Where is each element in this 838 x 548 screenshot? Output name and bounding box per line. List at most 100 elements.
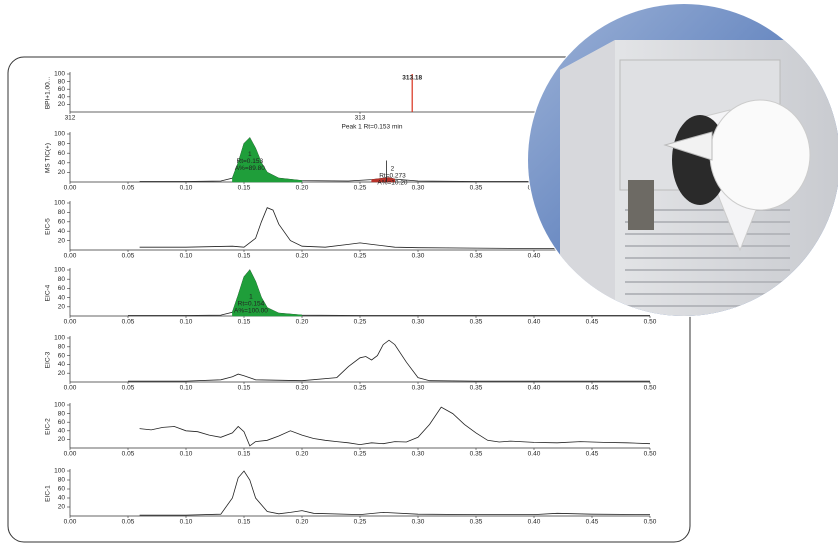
- x-tick-label: 0.50: [644, 519, 657, 526]
- x-tick-label: 0.00: [64, 185, 77, 192]
- y-axis-label: EIC-5: [45, 218, 52, 235]
- y-tick-label: 60: [58, 219, 66, 226]
- x-tick-label: 0.35: [470, 185, 483, 192]
- x-tick-label: 0.10: [180, 385, 193, 392]
- x-tick-label: 0.30: [412, 253, 425, 260]
- y-tick-label: 80: [58, 410, 66, 417]
- x-tick-label: 0.05: [122, 185, 135, 192]
- y-axis-label: EIC-2: [45, 418, 52, 435]
- y-tick-label: 20: [58, 436, 66, 443]
- y-tick-label: 40: [58, 495, 66, 502]
- y-tick-label: 60: [58, 285, 66, 292]
- x-tick-label: 0.25: [354, 185, 367, 192]
- y-tick-label: 40: [58, 160, 66, 167]
- x-tick-label: 0.10: [180, 319, 193, 326]
- page: BPI+1.00...20406080100312313Peak 1 Rt=0.…: [0, 0, 838, 548]
- x-tick-label: 313: [355, 115, 366, 122]
- peak-annotation: 1: [248, 151, 252, 158]
- peak-annotation: A%=10.20: [377, 179, 408, 186]
- caption: Peak 1 Rt=0.153 min: [342, 124, 403, 131]
- figure: BPI+1.00...20406080100312313Peak 1 Rt=0.…: [0, 0, 838, 548]
- x-tick-label: 0.45: [586, 319, 599, 326]
- x-tick-label: 0.00: [64, 385, 77, 392]
- x-tick-label: 0.00: [64, 253, 77, 260]
- x-tick-label: 0.40: [528, 451, 541, 458]
- x-tick-label: 0.45: [586, 519, 599, 526]
- x-tick-label: 0.30: [412, 519, 425, 526]
- x-tick-label: 0.50: [644, 319, 657, 326]
- x-tick-label: 0.45: [586, 451, 599, 458]
- x-tick-label: 0.20: [296, 319, 309, 326]
- y-axis-label: EIC-1: [45, 485, 52, 502]
- x-tick-label: 0.25: [354, 319, 367, 326]
- x-tick-label: 0.30: [412, 319, 425, 326]
- y-tick-label: 100: [54, 267, 65, 274]
- y-tick-label: 60: [58, 486, 66, 493]
- x-tick-label: 0.05: [122, 451, 135, 458]
- x-tick-label: 0.40: [528, 319, 541, 326]
- x-tick-label: 0.10: [180, 519, 193, 526]
- x-tick-label: 0.30: [412, 385, 425, 392]
- y-tick-label: 40: [58, 361, 66, 368]
- x-tick-label: 0.10: [180, 451, 193, 458]
- x-tick-label: 0.35: [470, 519, 483, 526]
- y-tick-label: 20: [58, 504, 66, 511]
- x-tick-label: 0.20: [296, 451, 309, 458]
- x-tick-label: 0.00: [64, 319, 77, 326]
- y-tick-label: 20: [58, 237, 66, 244]
- x-tick-label: 0.10: [180, 253, 193, 260]
- y-tick-label: 80: [58, 209, 66, 216]
- y-tick-label: 100: [54, 402, 65, 409]
- y-tick-label: 20: [58, 101, 66, 108]
- x-tick-label: 0.00: [64, 451, 77, 458]
- x-tick-label: 0.15: [238, 253, 251, 260]
- x-tick-label: 0.20: [296, 519, 309, 526]
- x-tick-label: 0.00: [64, 519, 77, 526]
- window: [628, 180, 654, 230]
- x-tick-label: 0.35: [470, 451, 483, 458]
- peak-annotation: A%=100.00: [234, 307, 268, 314]
- x-tick-label: 0.20: [296, 253, 309, 260]
- peak-annotation: A%=89.80: [235, 165, 266, 172]
- x-tick-label: 0.40: [528, 253, 541, 260]
- x-tick-label: 0.15: [238, 319, 251, 326]
- x-tick-label: 0.50: [644, 385, 657, 392]
- peak-annotation: Rt=0.153: [237, 158, 264, 165]
- y-tick-label: 20: [58, 370, 66, 377]
- y-tick-label: 80: [58, 140, 66, 147]
- y-tick-label: 60: [58, 86, 66, 93]
- x-tick-label: 0.30: [412, 185, 425, 192]
- x-tick-label: 0.25: [354, 253, 367, 260]
- x-tick-label: 0.05: [122, 519, 135, 526]
- y-axis-label: MS TIC(+): [45, 143, 52, 173]
- x-tick-label: 0.15: [238, 185, 251, 192]
- y-tick-label: 60: [58, 150, 66, 157]
- x-tick-label: 0.10: [180, 185, 193, 192]
- y-tick-label: 60: [58, 419, 66, 426]
- x-tick-label: 0.20: [296, 185, 309, 192]
- x-tick-label: 0.05: [122, 385, 135, 392]
- y-tick-label: 80: [58, 78, 66, 85]
- y-tick-label: 80: [58, 477, 66, 484]
- x-tick-label: 0.25: [354, 519, 367, 526]
- x-tick-label: 0.25: [354, 451, 367, 458]
- x-tick-label: 0.35: [470, 319, 483, 326]
- peak-annotation: Rt=0.273: [379, 172, 406, 179]
- x-tick-label: 0.20: [296, 385, 309, 392]
- y-axis-label: EIC-3: [45, 351, 52, 368]
- y-tick-label: 40: [58, 428, 66, 435]
- y-tick-label: 20: [58, 169, 66, 176]
- y-tick-label: 100: [54, 200, 65, 207]
- peak-annotation: 1: [249, 293, 253, 300]
- source-disc: [710, 100, 810, 210]
- x-tick-label: 0.50: [644, 451, 657, 458]
- x-tick-label: 0.30: [412, 451, 425, 458]
- y-axis-label: BPI+1.00...: [45, 77, 52, 110]
- y-tick-label: 100: [54, 131, 65, 138]
- peak-label: 313.18: [402, 75, 422, 82]
- x-tick-label: 0.45: [586, 385, 599, 392]
- y-tick-label: 40: [58, 228, 66, 235]
- x-tick-label: 0.40: [528, 519, 541, 526]
- y-tick-label: 80: [58, 344, 66, 351]
- x-tick-label: 0.05: [122, 319, 135, 326]
